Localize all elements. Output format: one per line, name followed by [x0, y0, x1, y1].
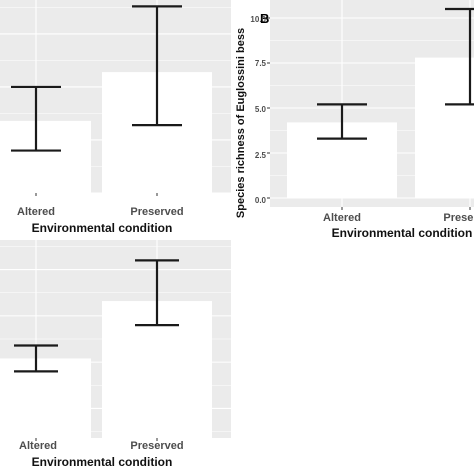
x-tick-label-altered: Altered	[17, 206, 55, 218]
x-tick-label-preserved: Preserved	[130, 206, 183, 218]
x-tick-label-altered: Altered	[323, 212, 361, 224]
panel-b	[267, 0, 474, 210]
y-axis-title: Species richness of Euglossini bess	[235, 28, 247, 218]
x-axis-title: Environmental condition	[332, 226, 473, 240]
error-bar-altered	[14, 344, 58, 373]
bar-preserved	[415, 57, 474, 198]
panel-c	[0, 240, 231, 441]
y-tick-label: 10.0	[250, 15, 266, 24]
y-tick-label: 0.0	[255, 196, 267, 205]
error-bar-altered	[11, 85, 61, 152]
panel-a	[0, 0, 231, 196]
y-tick-label: 5.0	[255, 105, 267, 114]
x-tick-label-altered: Altered	[19, 440, 57, 452]
x-axis-title: Environmental condition	[32, 221, 173, 235]
x-tick-label-preserved: Preserved	[443, 212, 474, 224]
error-bar-preserved	[135, 259, 179, 327]
bar-altered	[0, 120, 91, 193]
panel-label-b: B	[260, 11, 269, 26]
error-bar-preserved	[445, 7, 474, 106]
error-bar-preserved	[132, 5, 182, 127]
y-tick-label: 7.5	[255, 59, 267, 68]
error-bar-altered	[317, 103, 367, 140]
y-tick-label: 2.5	[255, 151, 267, 160]
x-tick-label-preserved: Preserved	[130, 440, 183, 452]
x-axis-title: Environmental condition	[32, 455, 173, 469]
